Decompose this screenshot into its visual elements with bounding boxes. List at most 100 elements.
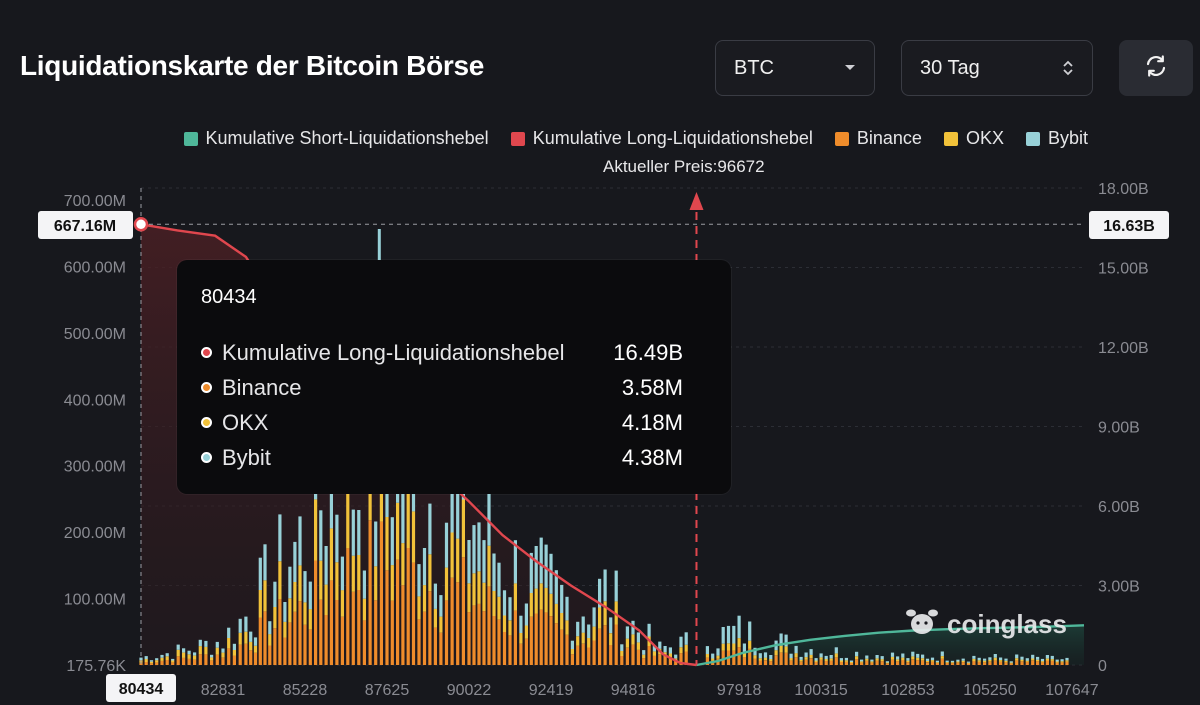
- tooltip-dot-okx: [201, 417, 212, 428]
- liquidation-bar: [450, 577, 454, 665]
- liquidation-bar: [977, 657, 981, 661]
- liquidation-bar: [799, 656, 803, 660]
- liquidation-bar: [620, 651, 624, 656]
- legend-item-binance[interactable]: Binance: [834, 128, 922, 149]
- x-axis-tick: 105250: [963, 682, 1016, 699]
- liquidation-bar: [642, 654, 646, 659]
- legend-label-bybit: Bybit: [1047, 128, 1088, 148]
- liquidation-bar: [890, 652, 895, 657]
- liquidation-bar: [544, 587, 548, 613]
- liquidation-bar: [182, 652, 186, 658]
- liquidation-bar: [834, 657, 838, 665]
- liquidation-bar: [839, 660, 843, 662]
- coin-select-value: BTC: [734, 56, 774, 79]
- liquidation-bar: [839, 658, 843, 661]
- liquidation-bar: [362, 620, 366, 665]
- liquidation-bar: [748, 640, 752, 649]
- liquidation-bar: [1031, 658, 1035, 661]
- liquidation-bar: [804, 659, 808, 665]
- liquidation-bar: [916, 653, 920, 658]
- liquidation-bar: [945, 662, 949, 663]
- liquidation-bar: [329, 528, 333, 581]
- liquidation-bar: [482, 540, 486, 583]
- liquidation-bar: [940, 656, 944, 659]
- liquidation-bar: [544, 544, 548, 588]
- liquidation-bar: [406, 548, 410, 665]
- liquidation-bar: [1055, 661, 1059, 663]
- liquidation-bar: [592, 640, 596, 665]
- x-axis-tick: 107647: [1045, 682, 1098, 699]
- liquidation-bar: [875, 655, 879, 659]
- liquidation-bar: [570, 640, 574, 649]
- tooltip-label: Bybit: [222, 444, 271, 470]
- liquidation-bar: [799, 659, 803, 662]
- liquidation-bar: [1004, 658, 1008, 661]
- liquidation-bar: [753, 647, 757, 656]
- watermark-text: coinglass: [947, 609, 1067, 639]
- liquidation-bar: [1036, 659, 1040, 662]
- liquidation-bar: [324, 584, 328, 615]
- liquidation-bar: [351, 509, 355, 556]
- liquidation-bar: [193, 655, 197, 660]
- liquidation-bar: [890, 659, 895, 665]
- liquidation-bar: [819, 653, 823, 658]
- liquidation-bar: [925, 662, 930, 665]
- liquidation-bar: [401, 543, 405, 586]
- liquidation-bar: [993, 657, 997, 661]
- liquidation-bar: [1031, 660, 1035, 665]
- liquidation-bar: [988, 657, 992, 660]
- liquidation-bar: [160, 654, 164, 658]
- legend-item-long[interactable]: Kumulative Long-Liquidationshebel: [510, 128, 813, 149]
- liquidation-bar: [238, 618, 242, 633]
- right-axis-tick: 0: [1098, 658, 1107, 675]
- liquidation-bar: [554, 570, 558, 604]
- liquidation-bar: [679, 636, 683, 648]
- coin-select[interactable]: BTC: [715, 40, 875, 96]
- liquidation-bar: [155, 662, 159, 665]
- liquidation-bar: [721, 643, 725, 651]
- liquidation-bar: [784, 634, 788, 647]
- legend-item-okx[interactable]: OKX: [943, 128, 1004, 149]
- liquidation-bar: [763, 652, 768, 658]
- liquidation-bar: [487, 545, 491, 587]
- liquidation-bar: [390, 600, 394, 665]
- liquidation-bar: [885, 661, 889, 663]
- liquidation-bar: [726, 643, 731, 651]
- liquidation-bar: [1015, 658, 1019, 661]
- liquidation-bar: [288, 622, 292, 665]
- liquidation-bar: [875, 658, 879, 661]
- liquidation-bar: [829, 655, 833, 659]
- liquidation-bar: [502, 590, 507, 616]
- legend-label-okx: OKX: [965, 128, 1004, 148]
- liquidation-bar: [839, 662, 843, 665]
- refresh-button[interactable]: [1119, 40, 1193, 96]
- liquidation-bar: [293, 541, 297, 582]
- legend-label-binance: Binance: [856, 128, 922, 148]
- liquidation-bar: [549, 553, 553, 594]
- liquidation-bar: [513, 583, 517, 611]
- period-select[interactable]: 30 Tag: [901, 40, 1093, 96]
- liquidation-bar: [1065, 660, 1069, 662]
- liquidation-bar: [769, 661, 773, 665]
- liquidation-bar: [921, 654, 925, 659]
- liquidation-bar: [193, 652, 197, 656]
- right-axis-tick: 6.00B: [1098, 499, 1140, 516]
- tooltip-dot-binance: [201, 382, 212, 393]
- liquidation-bar: [524, 638, 528, 665]
- liquidation-bar: [901, 657, 905, 661]
- liquidation-bar: [930, 661, 935, 665]
- legend-label-long: Kumulative Long-Liquidationshebel: [532, 128, 813, 148]
- liquidation-bar: [581, 632, 585, 644]
- liquidation-bar: [966, 662, 971, 664]
- legend-item-short[interactable]: Kumulative Short-Liquidationshebel: [183, 128, 489, 149]
- liquidation-bar: [658, 654, 662, 665]
- liquidation-bar: [779, 652, 783, 665]
- liquidation-bar: [880, 659, 884, 662]
- legend-item-bybit[interactable]: Bybit: [1025, 128, 1088, 149]
- refresh-icon: [1143, 53, 1169, 84]
- liquidation-bar: [652, 655, 656, 665]
- liquidation-bar: [340, 616, 344, 665]
- liquidation-bar: [293, 611, 297, 665]
- liquidation-bar: [581, 616, 585, 633]
- liquidation-bar: [935, 660, 939, 663]
